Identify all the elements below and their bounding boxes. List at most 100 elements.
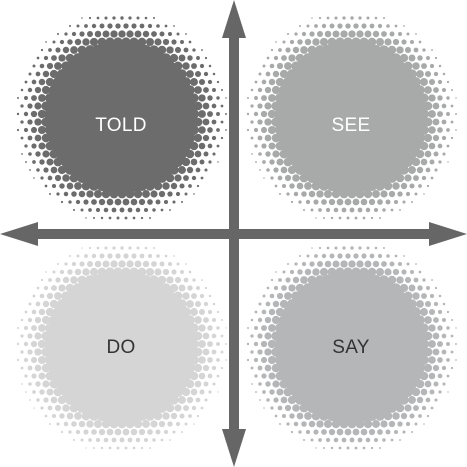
halftone-dot [196, 414, 200, 418]
halftone-dot [357, 437, 363, 443]
halftone-dot [169, 395, 179, 405]
halftone-dot [96, 16, 100, 20]
halftone-dot [212, 382, 216, 386]
halftone-dot [173, 255, 175, 257]
halftone-dot [341, 207, 347, 213]
halftone-dot [318, 438, 322, 442]
halftone-dot [403, 61, 413, 71]
halftone-dot [104, 246, 108, 250]
halftone-dot [193, 101, 203, 111]
halftone-dot [315, 275, 325, 285]
halftone-dot [426, 286, 430, 290]
halftone-dot [140, 216, 144, 220]
halftone-dot [52, 40, 56, 44]
halftone-dot [399, 53, 409, 63]
halftone-dot [399, 209, 401, 211]
halftone-dot [424, 316, 432, 324]
halftone-dot [404, 276, 412, 284]
halftone-dot [433, 381, 439, 387]
halftone-dot [381, 31, 387, 37]
halftone-dot [380, 190, 388, 198]
halftone-dot [370, 446, 374, 450]
halftone-dot [314, 254, 318, 258]
halftone-dot [196, 286, 200, 290]
halftone-dot [389, 31, 395, 37]
halftone-dot [313, 199, 319, 205]
halftone-dot [161, 53, 171, 63]
halftone-dot [327, 37, 337, 47]
halftone-dot [257, 135, 263, 141]
halftone-dot [31, 325, 37, 331]
halftone-dot [21, 383, 23, 385]
halftone-dot [49, 299, 59, 309]
halftone-dot [65, 283, 75, 293]
halftone-dot [333, 437, 339, 443]
halftone-dot [184, 132, 196, 144]
halftone-dot [101, 189, 111, 199]
halftone-dot [254, 80, 258, 84]
halftone-dot [198, 340, 206, 348]
halftone-dot [54, 62, 62, 70]
halftone-dot [208, 390, 212, 394]
halftone-dot [185, 315, 195, 325]
halftone-dot [253, 341, 259, 347]
halftone-dot [385, 429, 391, 435]
halftone-dot [347, 419, 357, 429]
halftone-dot [104, 16, 108, 20]
halftone-dot [162, 38, 170, 46]
halftone-dot [305, 429, 311, 435]
halftone-dot [27, 87, 33, 93]
halftone-dot [266, 168, 270, 172]
halftone-dot [220, 104, 224, 108]
halftone-dot [41, 117, 51, 127]
halftone-dot [336, 198, 344, 206]
halftone-dot [166, 46, 174, 54]
halftone-dot [447, 161, 449, 163]
halftone-dot [131, 253, 137, 259]
halftone-dot [277, 405, 283, 411]
halftone-dot [41, 101, 51, 111]
halftone-dot [88, 16, 92, 20]
halftone-dot [103, 437, 109, 443]
halftone-dot [442, 152, 446, 156]
halftone-dot [30, 340, 38, 348]
halftone-dot [367, 267, 377, 277]
halftone-dot [147, 199, 153, 205]
halftone-dot [328, 198, 336, 206]
halftone-dot [428, 142, 436, 150]
halftone-dot [122, 428, 130, 436]
halftone-dot [203, 317, 209, 323]
halftone-dot [413, 175, 419, 181]
halftone-dot [194, 70, 202, 78]
halftone-dot [433, 151, 439, 157]
halftone-dot [44, 124, 56, 136]
halftone-dot [208, 160, 212, 164]
halftone-dot [340, 30, 348, 38]
halftone-dot [23, 111, 29, 117]
halftone-dot [51, 55, 57, 61]
halftone-dot [323, 189, 333, 199]
halftone-dot [24, 80, 28, 84]
halftone-dot [100, 216, 104, 220]
halftone-dot [178, 396, 186, 404]
halftone-dot [381, 261, 387, 267]
halftone-dot [401, 269, 407, 275]
halftone-dot [289, 269, 295, 275]
halftone-dot [110, 260, 118, 268]
halftone-dot [350, 16, 354, 20]
halftone-dot [390, 438, 394, 442]
halftone-dot [274, 338, 286, 350]
halftone-dot [60, 200, 64, 204]
halftone-dot [216, 326, 220, 330]
halftone-dot [150, 190, 158, 198]
arrow-down-icon [222, 429, 246, 467]
halftone-dot [250, 334, 254, 338]
halftone-dot [60, 386, 72, 398]
halftone-dot [423, 133, 433, 143]
halftone-dot [410, 270, 414, 274]
halftone-dot [189, 109, 199, 119]
halftone-dot [109, 419, 119, 429]
halftone-dot [361, 253, 367, 259]
halftone-dot [167, 421, 173, 427]
halftone-dot [113, 267, 123, 277]
